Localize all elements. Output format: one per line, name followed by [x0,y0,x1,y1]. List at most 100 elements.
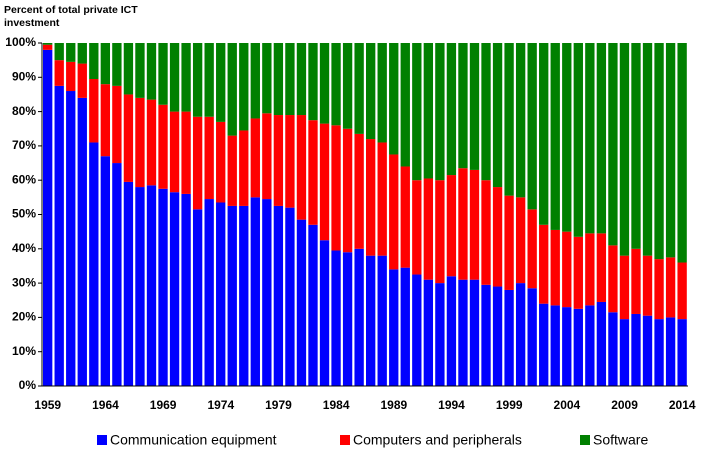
bar-segment [250,118,260,198]
bar-segment [423,178,434,280]
bar-segment [354,133,364,249]
bar-segment [366,139,376,256]
bar-segment [423,43,434,179]
bar-segment [562,307,572,386]
bar-segment [654,259,664,320]
bar-segment [446,276,457,386]
bar-segment [596,233,607,302]
bar-segment [319,240,330,386]
bar-segment [585,305,595,386]
bar-segment [181,193,191,386]
x-tick-label: 1994 [438,398,465,412]
bar-segment [342,128,353,253]
bar-segment [400,267,410,386]
bar-segment [400,43,410,167]
bar-segment [515,283,526,386]
bar-segment [481,180,491,285]
bar-segment [366,255,376,386]
x-tick-label: 1974 [207,398,234,412]
bar-segment [665,43,676,258]
bar-segment [585,233,595,306]
bar-segment [366,43,376,140]
bar-segment [608,312,618,386]
bar-segment [204,43,214,117]
bar-segment [527,209,537,289]
bar-segment [504,195,514,290]
bar-segment [89,142,99,386]
bar-segment [446,175,457,277]
x-tick-label: 2009 [611,398,638,412]
x-tick-label: 1999 [496,398,523,412]
bar-segment [527,43,537,210]
bar-segment [654,43,664,260]
bar-segment [354,43,364,134]
bar-segment [204,199,214,386]
bar-segment [469,279,480,386]
bar-segment [123,43,134,95]
bar-segment [642,255,653,316]
bar-segment [146,43,157,100]
bar-segment [285,115,295,208]
y-tick-label: 80% [12,104,36,118]
bar-segment [665,257,676,318]
bar-segment [192,116,203,210]
bar-segment [619,319,630,386]
bar-segment [100,43,111,85]
bar-segment [354,248,364,386]
bar-segment [665,317,676,386]
bar-segment [308,43,318,121]
bar-segment [677,43,687,263]
bar-segment [250,43,260,119]
bar-segment [273,205,284,386]
bar-segment [435,283,445,386]
y-tick-label: 0% [19,378,37,392]
bar-segment [54,85,64,386]
bar-segment [273,43,284,116]
bar-segment [319,43,330,124]
y-axis-label: Percent of total private ICT investment [4,4,138,29]
bar-segment [539,303,549,386]
bar-segment [89,79,99,143]
bar-segment [550,305,560,386]
x-tick-label: 1989 [380,398,407,412]
bar-segment [100,84,111,157]
y-tick-label: 60% [12,172,36,186]
bar-segment [446,43,457,176]
bar-segment [608,245,618,313]
bar-segment [492,43,503,188]
bar-segment [66,91,76,387]
bar-segment [192,43,203,117]
bar-segment [262,113,272,200]
bar-segment [596,43,607,234]
bar-segment [504,289,514,386]
bar-segment [89,43,99,80]
bar-segment [573,308,583,386]
bar-segment [146,185,157,386]
x-tick-label: 1979 [265,398,292,412]
bar-segment [216,202,226,386]
y-tick-label: 30% [12,275,36,289]
y-tick-label: 20% [12,310,36,324]
bar-segment [216,43,226,122]
bar-segment [66,61,76,92]
bar-segment [458,43,468,169]
bar-segment [400,166,410,268]
bar-segment [285,43,295,116]
bar-segment [308,224,318,386]
bar-segment [469,43,480,170]
bar-segment [331,250,341,386]
bar-segment [169,111,180,193]
bar-segment [573,43,583,237]
bar-segment [562,231,572,308]
bar-segment [504,43,514,196]
bar-segment [112,163,122,386]
x-tick-label: 1984 [323,398,350,412]
bar-segment [285,207,295,386]
bar-segment [435,43,445,181]
bar-segment [216,121,226,203]
bar-segment [169,43,180,112]
bar-segment [331,125,341,251]
bar-segment [100,156,111,386]
bar-segment [239,130,249,206]
